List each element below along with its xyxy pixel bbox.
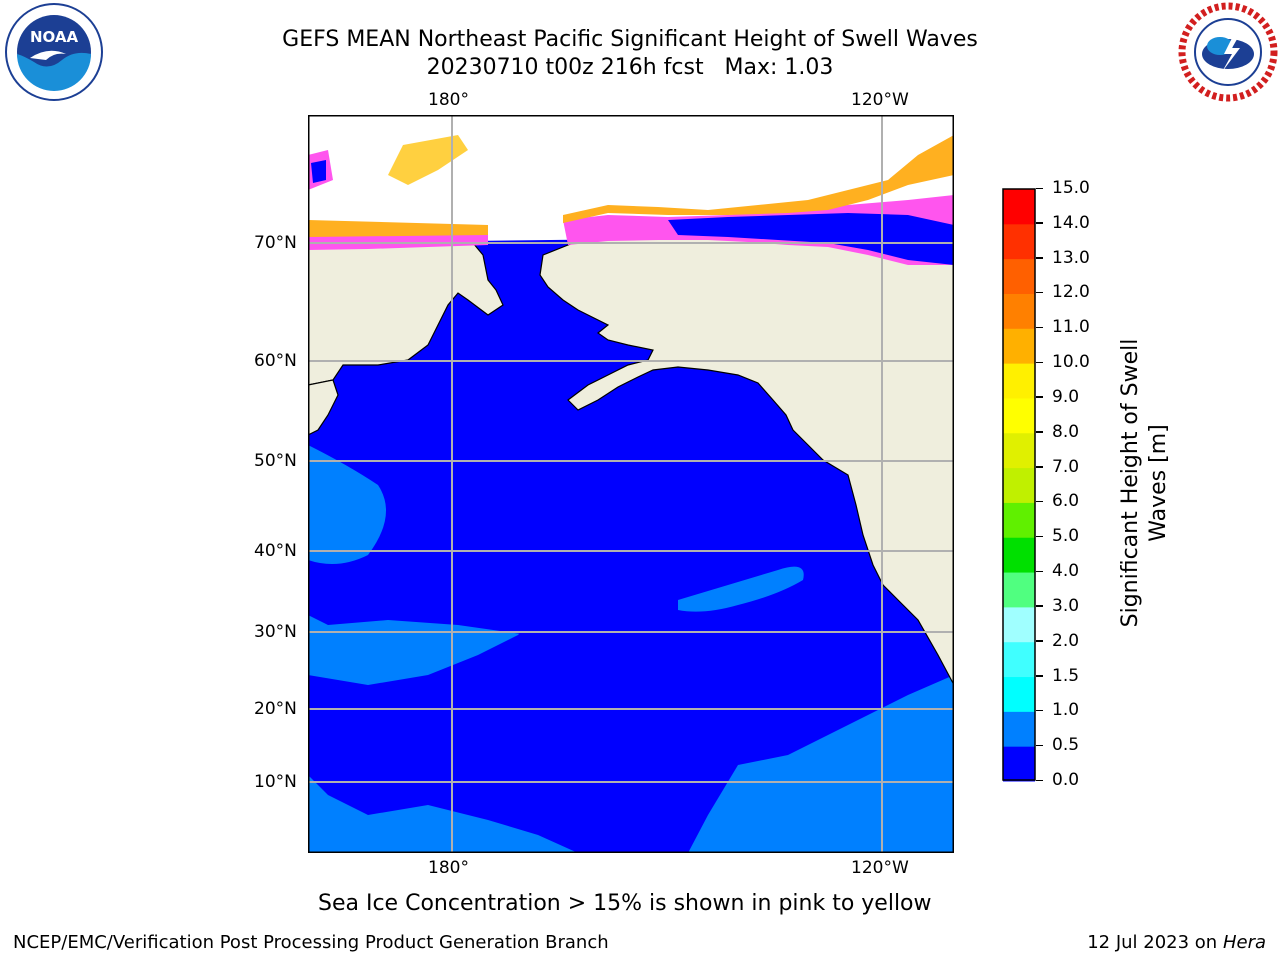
footer-machine: Hera [1222,932,1266,953]
noaa-logo-icon: NOAA [4,2,104,102]
colorbar-segment [1003,328,1035,364]
footer-date-text: 12 Jul 2023 on [1087,932,1223,953]
page-subtitle: 20230710 t00z 216h fcst Max: 1.03 [426,55,834,80]
graticule [308,115,954,853]
colorbar-tick-mark [1036,605,1043,607]
colorbar-segment [1003,676,1035,712]
sea-ice-note: Sea Ice Concentration > 15% is shown in … [318,891,932,916]
lon-label-bottom-180: 180° [428,858,469,878]
colorbar-tick-mark [1036,570,1043,573]
colorbar-tick-mark [1036,361,1043,364]
colorbar-tick-mark [1036,326,1043,329]
colorbar [1002,188,1036,782]
lat-label-70n: 70°N [254,233,297,253]
colorbar-tick-label: 4.0 [1052,561,1080,582]
map-frame [308,115,954,853]
colorbar-tick-label: 14.0 [1052,212,1090,233]
colorbar-segment [1003,189,1035,225]
colorbar-segment [1003,467,1035,503]
colorbar-segment [1003,502,1035,538]
colorbar-tick-label: 13.0 [1052,247,1090,268]
colorbar-tick-label: 1.5 [1052,665,1080,686]
colorbar-tick-label: 5.0 [1052,526,1080,547]
lat-label-30n: 30°N [254,622,297,642]
colorbar-tick-mark [1036,431,1043,433]
colorbar-tick-mark [1036,500,1043,503]
colorbar-tick-label: 1.0 [1052,700,1080,721]
colorbar-tick-mark [1036,744,1043,747]
colorbar-segment [1003,223,1035,260]
colorbar-tick-label: 0.0 [1052,770,1080,790]
svg-text:NOAA: NOAA [30,28,79,46]
colorbar-tick-mark [1036,257,1043,259]
lat-label-40n: 40°N [254,541,297,561]
colorbar-segment [1003,397,1035,434]
lat-label-50n: 50°N [254,451,297,471]
lat-label-60n: 60°N [254,351,297,371]
lon-label-top-180: 180° [428,90,469,110]
colorbar-tick-mark [1036,187,1043,189]
colorbar-segment [1003,293,1035,329]
colorbar-tick-mark [1036,640,1043,642]
footer-credit: NCEP/EMC/Verification Post Processing Pr… [13,932,609,953]
colorbar-tick-label: 10.0 [1052,352,1090,373]
colorbar-tick-label: 0.5 [1052,735,1080,756]
lon-label-bottom-120w: 120°W [851,858,909,878]
colorbar-tick-label: 7.0 [1052,456,1080,477]
swell-height-map [308,115,954,853]
colorbar-tick-label: 2.0 [1052,630,1080,651]
colorbar-segment [1003,258,1035,294]
colorbar-tick-label: 15.0 [1052,178,1090,198]
colorbar-segment [1003,432,1035,469]
colorbar-tick-mark [1036,709,1043,712]
colorbar-tick-mark [1036,291,1043,294]
colorbar-label: Significant Height of Swell Waves [m] [1118,338,1171,628]
colorbar-tick-mark [1036,535,1043,538]
colorbar-tick-label: 12.0 [1052,282,1090,303]
page-title: GEFS MEAN Northeast Pacific Significant … [282,27,978,52]
lat-label-10n: 10°N [254,772,297,792]
ocean-light-patch [678,566,804,612]
colorbar-tick-label: 8.0 [1052,421,1080,442]
colorbar-segment [1003,363,1035,399]
colorbar-segment [1003,606,1035,643]
nws-logo-icon [1178,2,1278,102]
colorbar-segment [1003,641,1035,678]
colorbar-tick-label: 9.0 [1052,386,1080,407]
colorbar-tick-mark [1036,466,1043,468]
colorbar-tick-label: 11.0 [1052,317,1090,338]
footer-date: 12 Jul 2023 on Hera [1087,932,1266,954]
colorbar-tick-mark [1036,779,1043,781]
colorbar-tick-label: 6.0 [1052,491,1080,512]
lon-label-top-120w: 120°W [851,90,909,110]
colorbar-segment [1003,537,1035,573]
colorbar-segment [1003,572,1035,608]
lat-label-20n: 20°N [254,699,297,719]
colorbar-segment [1003,746,1035,782]
colorbar-tick-mark [1036,396,1043,398]
colorbar-tick-label: 3.0 [1052,595,1080,616]
colorbar-tick-mark [1036,222,1043,224]
colorbar-tick-mark [1036,675,1043,677]
colorbar-segment [1003,711,1035,747]
